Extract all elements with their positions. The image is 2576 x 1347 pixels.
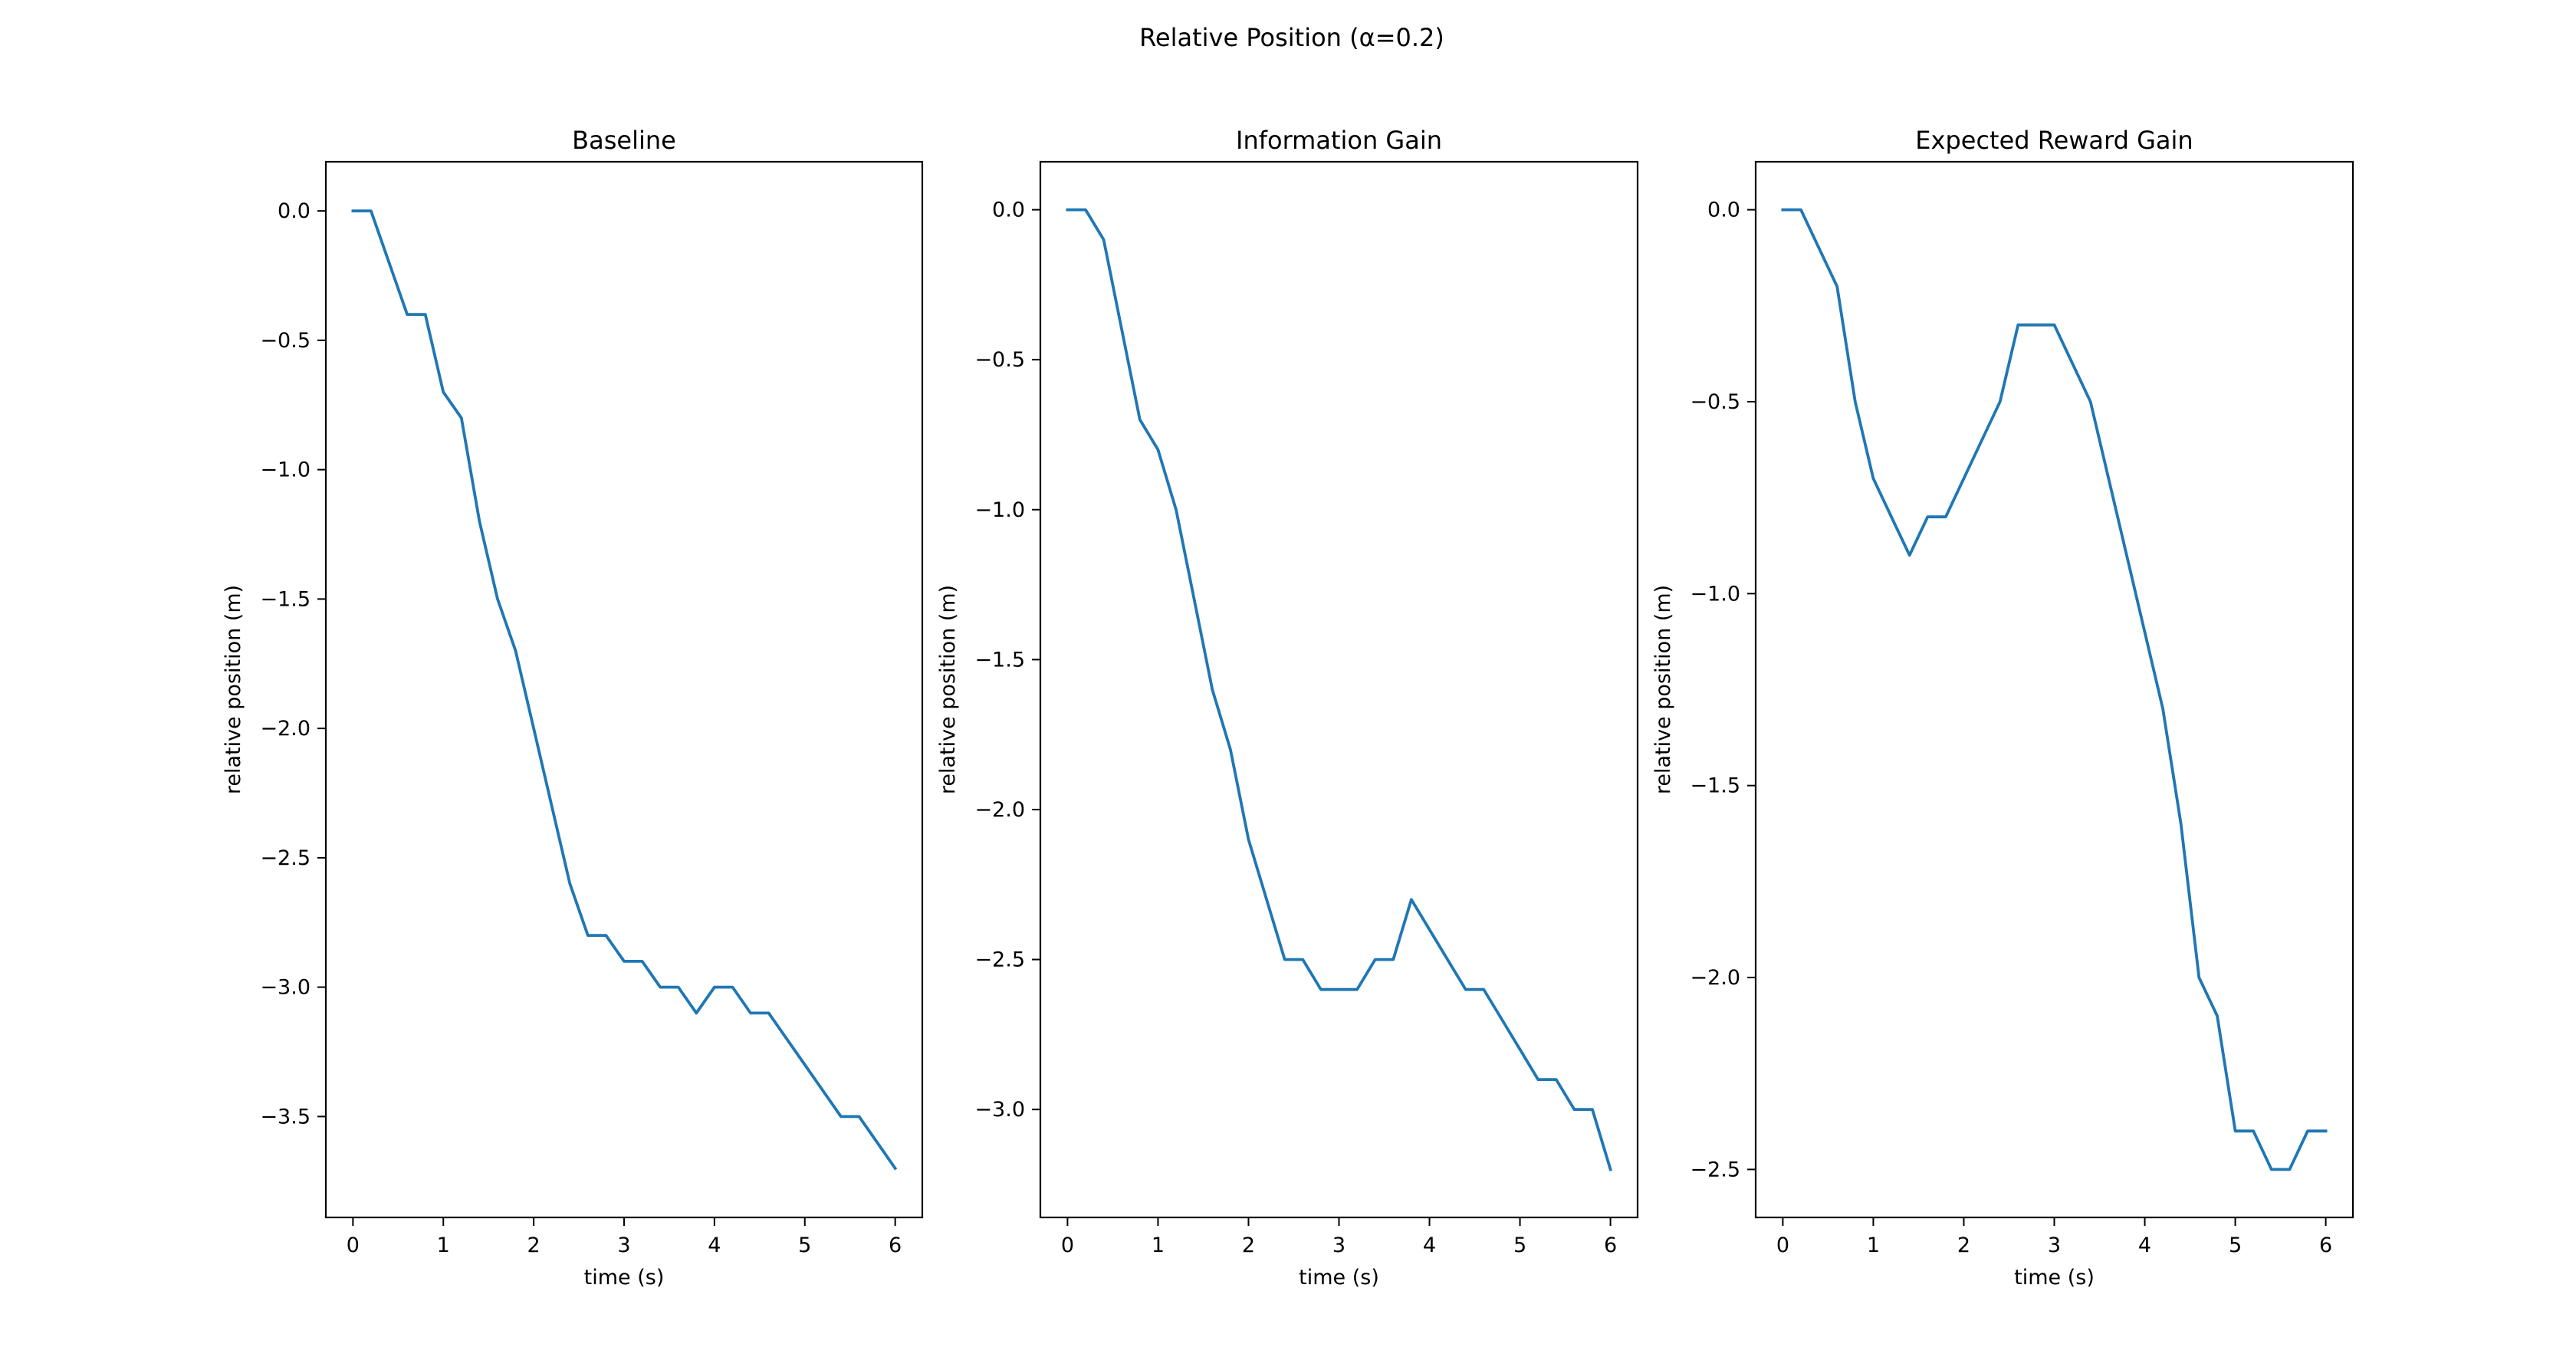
subplot-1: Baseline 0 1 2 3 4 5 6 0.0 −0.5 −1.0 −1.5 −2.0 −2.5 −3… bbox=[222, 126, 924, 1290]
y-tick-label: −0.5 bbox=[1690, 390, 1740, 414]
x-tick-label: 6 bbox=[1604, 1234, 1617, 1257]
y-tick-label: −1.5 bbox=[1690, 774, 1740, 798]
x-tick-label: 5 bbox=[798, 1234, 811, 1257]
subplot-title: Baseline bbox=[572, 126, 676, 155]
x-tick-label: 2 bbox=[527, 1234, 540, 1257]
y-tick-label: −1.0 bbox=[974, 498, 1025, 522]
y-tick-label: −3.0 bbox=[260, 976, 310, 1000]
x-axis-label: time (s) bbox=[1299, 1266, 1379, 1290]
y-tick-label: −2.0 bbox=[1690, 966, 1740, 990]
x-tick-label: 0 bbox=[1776, 1234, 1789, 1257]
x-tick-label: 3 bbox=[1332, 1234, 1346, 1257]
y-tick-label: −1.0 bbox=[260, 458, 310, 482]
x-axis-label: time (s) bbox=[584, 1266, 665, 1290]
y-tick-label: 0.0 bbox=[992, 199, 1025, 222]
y-tick-label: −1.5 bbox=[260, 587, 310, 611]
y-tick-label: −2.0 bbox=[260, 717, 310, 741]
plot-area-frame bbox=[1754, 160, 2354, 1219]
x-tick-label: 2 bbox=[1957, 1234, 1970, 1257]
x-axis-label: time (s) bbox=[2014, 1266, 2095, 1290]
y-tick-label: −3.0 bbox=[974, 1098, 1025, 1122]
x-tick-label: 2 bbox=[1242, 1234, 1255, 1257]
subplot-3: Expected Reward Gain 0 1 2 3 4 5 6 0.0 −0.5 −1.0 −1… bbox=[1651, 126, 2354, 1290]
x-tick-label: 4 bbox=[1423, 1234, 1436, 1257]
y-tick-label: −2.0 bbox=[974, 798, 1025, 822]
y-tick-label: −2.5 bbox=[260, 846, 310, 870]
y-tick-label: −3.5 bbox=[260, 1105, 310, 1129]
x-tick-label: 6 bbox=[889, 1234, 902, 1257]
y-axis-label: relative position (m) bbox=[1651, 585, 1675, 794]
subplot-title: Information Gain bbox=[1236, 126, 1442, 155]
y-tick-label: −2.5 bbox=[974, 948, 1025, 972]
y-axis-label: relative position (m) bbox=[936, 585, 960, 794]
y-tick-label: 0.0 bbox=[1707, 199, 1740, 222]
x-tick-label: 1 bbox=[437, 1234, 450, 1257]
series-line bbox=[351, 209, 898, 1171]
x-tick-label: 6 bbox=[2319, 1234, 2332, 1257]
subplot-grid: Baseline 0 1 2 3 4 5 6 0.0 −0.5 −1.0 −1.5 −2.0 −2.5 −3… bbox=[222, 126, 2354, 1290]
y-axis-label: relative position (m) bbox=[222, 585, 245, 794]
y-tick-label: −1.5 bbox=[974, 648, 1025, 672]
series-line bbox=[1066, 208, 1612, 1171]
y-tick-label: 0.0 bbox=[278, 199, 310, 223]
x-tick-label: 1 bbox=[1867, 1234, 1880, 1257]
plot-area-frame bbox=[324, 160, 924, 1219]
x-tick-label: 0 bbox=[347, 1234, 360, 1257]
x-tick-label: 0 bbox=[1061, 1234, 1074, 1257]
plot-area-frame bbox=[1039, 160, 1639, 1219]
y-tick-label: −0.5 bbox=[260, 329, 310, 353]
y-tick-label: −1.0 bbox=[1690, 582, 1740, 606]
subplot-title: Expected Reward Gain bbox=[1915, 126, 2193, 155]
x-tick-label: 1 bbox=[1152, 1234, 1165, 1257]
subplot-2: Information Gain 0 1 2 3 4 5 6 0.0 −0.5 −1.0 −1.5 −2… bbox=[936, 126, 1639, 1290]
series-line bbox=[1781, 208, 2328, 1171]
y-tick-label: −0.5 bbox=[974, 348, 1025, 372]
x-tick-label: 4 bbox=[708, 1234, 721, 1257]
x-tick-label: 3 bbox=[617, 1234, 630, 1257]
x-tick-label: 5 bbox=[2229, 1234, 2242, 1257]
y-tick-label: −2.5 bbox=[1690, 1158, 1740, 1181]
figure-title: Relative Position (α=0.2) bbox=[1139, 23, 1444, 52]
x-tick-label: 5 bbox=[1513, 1234, 1526, 1257]
x-tick-label: 3 bbox=[2048, 1234, 2061, 1257]
x-tick-label: 4 bbox=[2138, 1234, 2151, 1257]
